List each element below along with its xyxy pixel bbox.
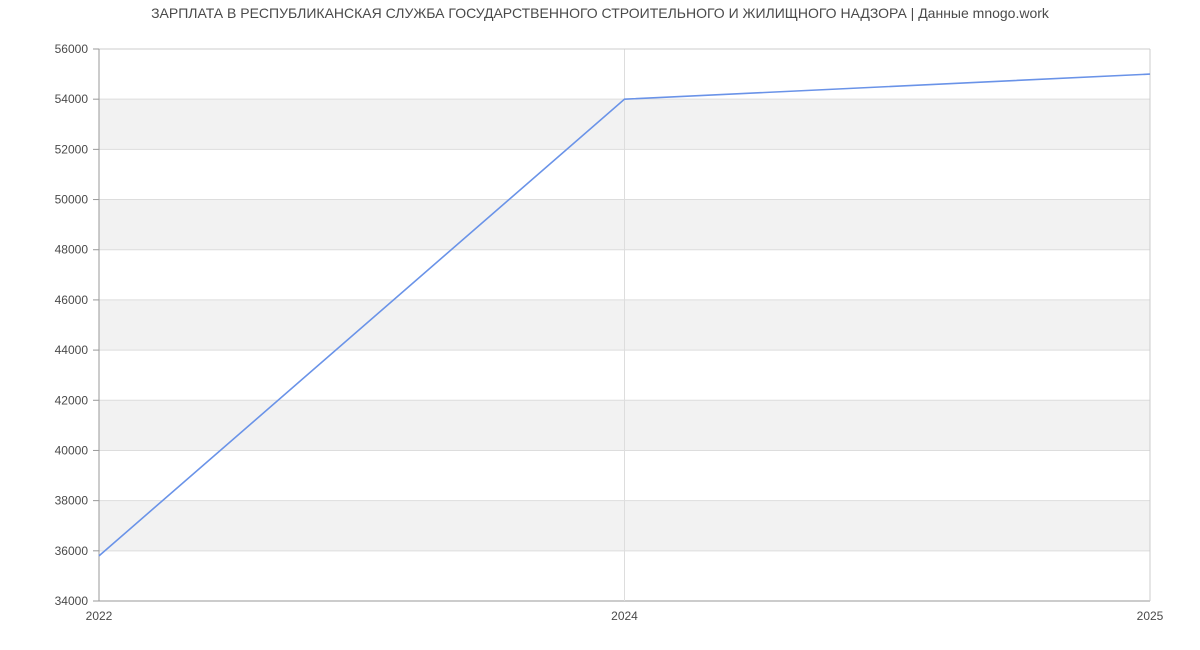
svg-text:34000: 34000 — [55, 594, 89, 608]
svg-text:38000: 38000 — [55, 494, 89, 508]
svg-text:2025: 2025 — [1137, 609, 1164, 623]
svg-text:36000: 36000 — [55, 544, 89, 558]
svg-text:56000: 56000 — [55, 42, 89, 56]
svg-text:46000: 46000 — [55, 293, 89, 307]
svg-text:42000: 42000 — [55, 393, 89, 407]
svg-text:52000: 52000 — [55, 142, 89, 156]
svg-text:48000: 48000 — [55, 243, 89, 257]
svg-text:50000: 50000 — [55, 193, 89, 207]
svg-text:44000: 44000 — [55, 343, 89, 357]
svg-text:2024: 2024 — [611, 609, 638, 623]
svg-text:2022: 2022 — [86, 609, 113, 623]
svg-text:40000: 40000 — [55, 444, 89, 458]
svg-text:54000: 54000 — [55, 92, 89, 106]
